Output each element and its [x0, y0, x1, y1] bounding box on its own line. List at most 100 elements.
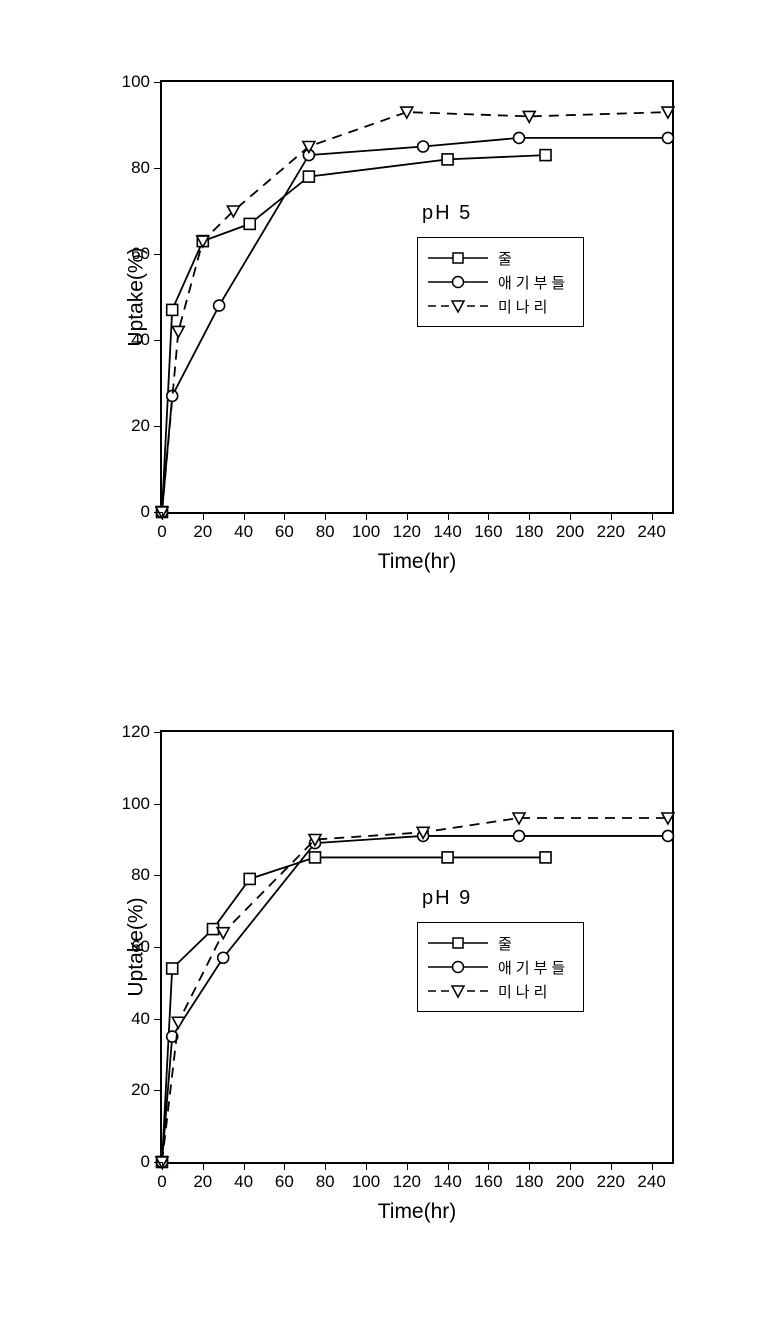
- page: pH 5 줄 애기부들 미: [0, 0, 767, 1333]
- x-tick-label: 40: [234, 1172, 253, 1192]
- x-tick-label: 200: [556, 1172, 584, 1192]
- series-marker: [244, 873, 255, 884]
- legend-swatch-circle: [428, 957, 488, 977]
- legend-label-2: 애기부들: [498, 957, 569, 978]
- x-tick-label: 120: [393, 1172, 421, 1192]
- y-tick: [154, 168, 162, 169]
- x-tick: [244, 1162, 245, 1170]
- series-marker: [172, 1017, 184, 1028]
- x-tick: [366, 1162, 367, 1170]
- series-marker: [442, 852, 453, 863]
- series-marker: [662, 132, 673, 143]
- x-tick-label: 140: [433, 1172, 461, 1192]
- chart-ph5: pH 5 줄 애기부들 미: [60, 50, 700, 610]
- x-tick-label: 80: [316, 522, 335, 542]
- x-tick: [162, 512, 163, 520]
- series-line: [162, 836, 668, 1162]
- y-tick: [154, 82, 162, 83]
- x-tick-label: 240: [637, 1172, 665, 1192]
- series-marker: [442, 154, 453, 165]
- legend-row-3: 미나리: [428, 979, 569, 1003]
- y-tick-label: 120: [122, 722, 150, 742]
- legend-label-3: 미나리: [498, 296, 551, 317]
- y-tick: [154, 875, 162, 876]
- x-tick: [407, 512, 408, 520]
- legend-label-3: 미나리: [498, 981, 551, 1002]
- x-tick-label: 40: [234, 522, 253, 542]
- y-tick: [154, 804, 162, 805]
- series-line: [162, 138, 668, 512]
- y-tick-label: 60: [131, 937, 150, 957]
- plot-area-ph5: pH 5 줄 애기부들 미: [160, 80, 674, 514]
- legend-row-1: 줄: [428, 246, 569, 270]
- x-tick: [652, 512, 653, 520]
- x-tick: [570, 512, 571, 520]
- series-marker: [167, 304, 178, 315]
- series-marker: [208, 924, 219, 935]
- series-marker: [514, 132, 525, 143]
- x-tick-label: 160: [474, 522, 502, 542]
- y-tick-label: 20: [131, 1080, 150, 1100]
- series-marker: [540, 150, 551, 161]
- x-axis-title: Time(hr): [378, 550, 457, 574]
- legend-swatch-square: [428, 248, 488, 268]
- x-tick: [203, 512, 204, 520]
- y-tick: [154, 340, 162, 341]
- y-tick-label: 40: [131, 1009, 150, 1029]
- x-tick: [284, 512, 285, 520]
- legend-swatch-triangle: [428, 981, 488, 1001]
- x-tick-label: 240: [637, 522, 665, 542]
- y-tick: [154, 512, 162, 513]
- x-tick: [611, 512, 612, 520]
- x-tick: [162, 1162, 163, 1170]
- series-marker: [303, 171, 314, 182]
- legend-label-1: 줄: [498, 248, 516, 269]
- x-tick-label: 0: [157, 522, 166, 542]
- x-tick-label: 140: [433, 522, 461, 542]
- legend-row-3: 미나리: [428, 294, 569, 318]
- y-tick-label: 100: [122, 72, 150, 92]
- y-tick-label: 100: [122, 794, 150, 814]
- series-marker: [167, 963, 178, 974]
- x-tick-label: 120: [393, 522, 421, 542]
- x-tick: [284, 1162, 285, 1170]
- y-tick-label: 60: [131, 244, 150, 264]
- y-tick: [154, 732, 162, 733]
- chart-ph9: pH 9 줄 애기부들 미: [60, 700, 700, 1260]
- x-tick-label: 0: [157, 1172, 166, 1192]
- ph-annotation: pH 5: [422, 202, 472, 225]
- x-tick: [448, 1162, 449, 1170]
- x-tick: [611, 1162, 612, 1170]
- x-tick: [488, 1162, 489, 1170]
- legend-row-2: 애기부들: [428, 955, 569, 979]
- series-marker: [214, 300, 225, 311]
- x-tick: [488, 512, 489, 520]
- series-marker: [662, 830, 673, 841]
- y-tick-label: 40: [131, 330, 150, 350]
- plot-area-ph9: pH 9 줄 애기부들 미: [160, 730, 674, 1164]
- legend-box: 줄 애기부들 미나리: [417, 922, 584, 1012]
- x-tick-label: 160: [474, 1172, 502, 1192]
- x-tick: [244, 512, 245, 520]
- y-tick-label: 80: [131, 158, 150, 178]
- y-tick-label: 0: [141, 502, 150, 522]
- y-tick: [154, 1019, 162, 1020]
- legend-swatch-square: [428, 933, 488, 953]
- series-marker: [662, 107, 674, 118]
- y-tick-label: 80: [131, 865, 150, 885]
- legend-label-2: 애기부들: [498, 272, 569, 293]
- x-tick-label: 20: [193, 1172, 212, 1192]
- y-tick-label: 0: [141, 1152, 150, 1172]
- x-tick-label: 100: [352, 1172, 380, 1192]
- y-tick: [154, 254, 162, 255]
- series-marker: [514, 830, 525, 841]
- x-tick-label: 100: [352, 522, 380, 542]
- x-tick: [325, 512, 326, 520]
- series-marker: [172, 326, 184, 337]
- x-tick-label: 180: [515, 522, 543, 542]
- x-tick: [407, 1162, 408, 1170]
- x-tick-label: 20: [193, 522, 212, 542]
- x-tick-label: 60: [275, 1172, 294, 1192]
- y-tick-label: 20: [131, 416, 150, 436]
- y-tick: [154, 947, 162, 948]
